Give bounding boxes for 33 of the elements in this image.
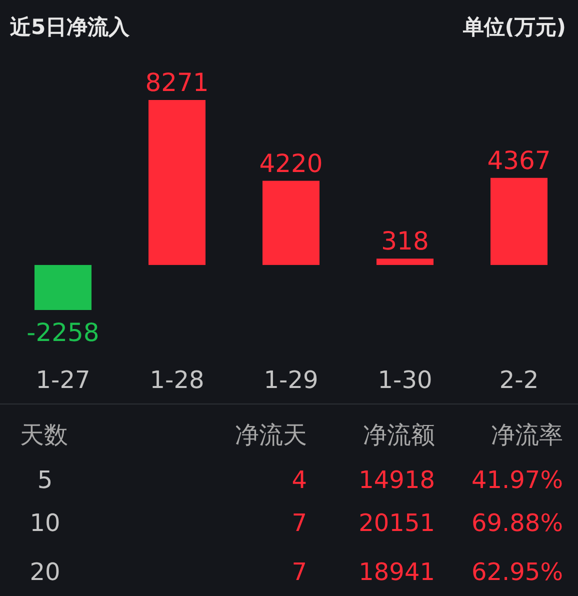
data-label: 4367 — [487, 146, 551, 175]
text: 69.88% — [471, 509, 563, 537]
x-tick-label: 1-29 — [264, 366, 318, 394]
bar — [262, 180, 320, 265]
text: 净流额 — [363, 421, 435, 449]
data-label: -2258 — [26, 318, 100, 347]
text: 10 — [30, 509, 60, 537]
data-label: 4220 — [259, 148, 323, 178]
text: 20151 — [358, 509, 435, 537]
text: 7 — [292, 558, 307, 586]
text: 净流率 — [491, 421, 563, 449]
data-label: 8271 — [145, 68, 209, 97]
x-tick-label: 1-28 — [150, 366, 204, 394]
text: 41.97% — [471, 466, 563, 494]
chart-subtitle: 单位(万元) — [462, 15, 566, 39]
text: 5 — [37, 466, 53, 494]
chart-title: 近5日净流入 — [9, 15, 131, 39]
x-tick-label: 2-2 — [499, 366, 539, 394]
bar — [376, 258, 434, 265]
text: 4 — [292, 466, 307, 494]
x-tick-label: 1-27 — [36, 366, 90, 394]
text: 14918 — [358, 466, 435, 494]
text: 净流天 — [235, 421, 307, 449]
bar — [490, 178, 548, 265]
bar — [34, 264, 92, 310]
data-label: 318 — [381, 226, 429, 256]
bar — [148, 100, 206, 265]
x-tick-label: 1-30 — [378, 366, 432, 394]
text: 62.95% — [471, 558, 563, 586]
text: 20 — [30, 558, 60, 586]
text: 18941 — [358, 558, 435, 586]
text: 7 — [292, 509, 307, 537]
text: 天数 — [20, 421, 68, 449]
